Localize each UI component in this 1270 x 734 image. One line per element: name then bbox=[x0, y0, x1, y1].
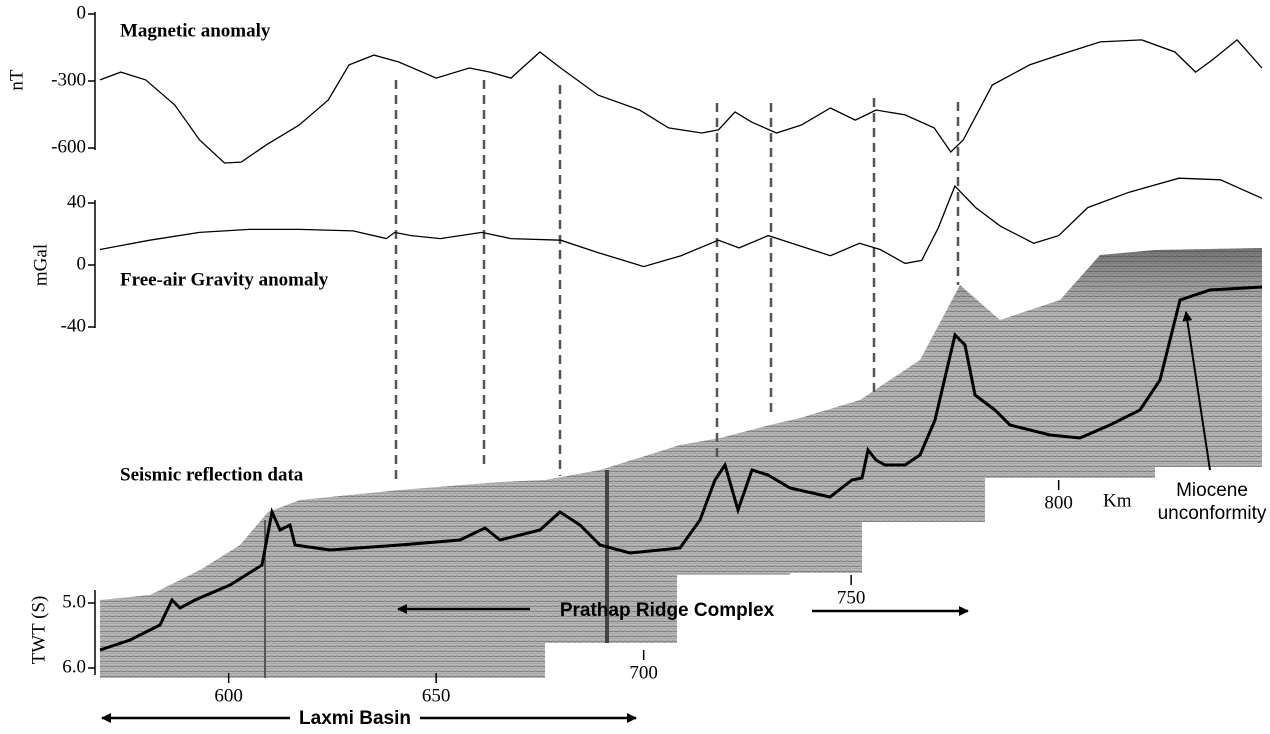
x-tick-label: 800 bbox=[1044, 492, 1073, 513]
arrows bbox=[101, 311, 1211, 723]
y-tick-label: 6.0 bbox=[62, 656, 86, 677]
y-tick-label: 5.0 bbox=[62, 591, 86, 612]
panel-title: Free-air Gravity anomaly bbox=[120, 269, 329, 290]
panel-title: Seismic reflection data bbox=[120, 464, 304, 485]
y-axis-label: mGal bbox=[30, 244, 51, 286]
x-axis-label: Km bbox=[1103, 490, 1132, 511]
annotation: Prathap Ridge Complex bbox=[560, 600, 775, 621]
callout: Miocene bbox=[1176, 480, 1248, 501]
y-axis-label: nT bbox=[6, 69, 27, 91]
profile-line bbox=[99, 177, 1263, 268]
x-tick-label: 650 bbox=[422, 685, 451, 706]
y-tick-label: -300 bbox=[51, 69, 86, 90]
x-tick-label: 700 bbox=[629, 662, 658, 683]
y-axis-label: TWT (S) bbox=[28, 596, 49, 665]
x-tick-label: 750 bbox=[837, 587, 866, 608]
callout: unconformity bbox=[1158, 503, 1267, 524]
y-tick-label: 40 bbox=[67, 191, 86, 212]
y-tick-label: 0 bbox=[77, 2, 87, 23]
profile-line bbox=[99, 39, 1263, 164]
y-tick-label: 0 bbox=[77, 253, 87, 274]
panel-title: Magnetic anomaly bbox=[120, 20, 271, 41]
x-tick-label: 600 bbox=[214, 685, 243, 706]
y-tick-label: -600 bbox=[51, 136, 86, 157]
y-tick-label: -40 bbox=[61, 315, 86, 336]
seismic-section bbox=[99, 248, 1263, 678]
annotation: Laxmi Basin bbox=[299, 708, 411, 729]
